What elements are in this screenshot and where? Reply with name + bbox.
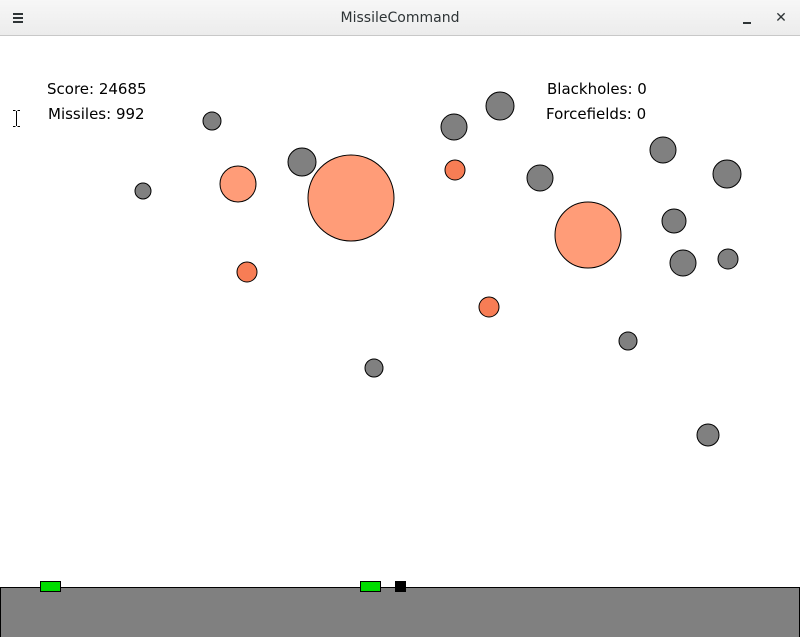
base [360,581,381,592]
title-bar: MissileCommand ✕ [0,0,800,36]
explosion [554,201,622,269]
explosion [444,159,466,181]
explosion [307,154,395,242]
blackholes-label: Blackholes: 0 [547,80,647,98]
game-field[interactable] [0,36,800,637]
text-cursor-icon [13,110,20,127]
asteroid [669,249,697,277]
asteroid [696,423,720,447]
ground [0,587,800,637]
base [40,581,61,592]
asteroid [287,147,317,177]
asteroid [712,159,742,189]
explosion [478,296,500,318]
explosion [219,165,257,203]
forcefields-label: Forcefields: 0 [546,105,647,123]
score-label: Score: 24685 [47,80,147,98]
missile-launcher [395,581,406,592]
asteroid [440,113,468,141]
asteroid [202,111,222,131]
missiles-label: Missiles: 992 [48,105,145,123]
hamburger-menu-icon[interactable] [8,8,28,28]
asteroid [526,164,554,192]
close-icon[interactable]: ✕ [775,10,787,26]
explosion [236,261,258,283]
asteroid [661,208,687,234]
game-canvas[interactable]: Score: 24685 Missiles: 992 Blackholes: 0… [0,36,800,637]
asteroid [364,358,384,378]
asteroid [649,136,677,164]
asteroid [134,182,152,200]
asteroid [618,331,638,351]
minimize-icon[interactable] [737,8,757,28]
asteroid [485,91,515,121]
window-title: MissileCommand [340,10,460,26]
asteroid [717,248,739,270]
